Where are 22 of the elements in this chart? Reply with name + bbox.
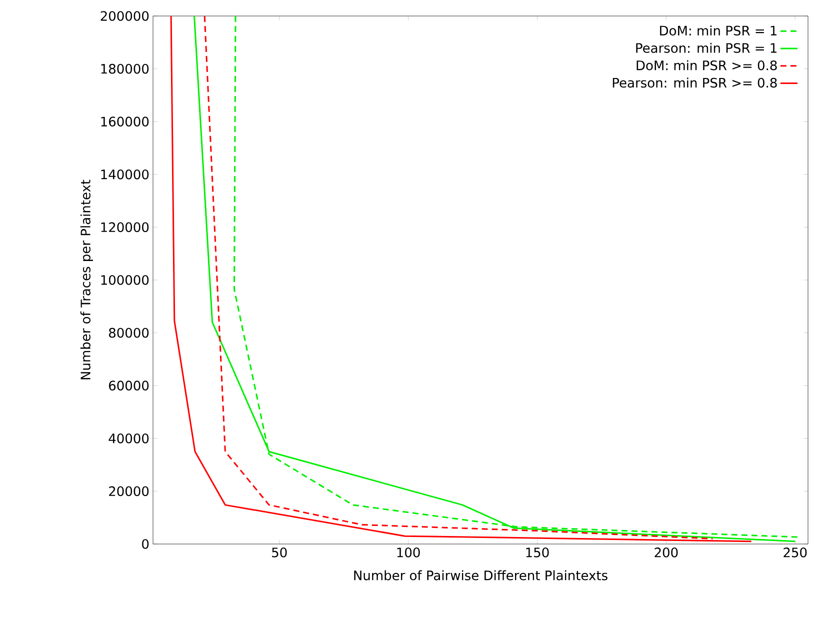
y-tick-label: 120000 [101,222,149,232]
x-tick-label: 200 [654,548,678,558]
x-tick-label: 100 [397,548,420,558]
x-tick-label: 150 [526,548,549,558]
legend-label: Pearson: min PSR = 1 [636,42,776,53]
y-tick-label: 180000 [101,64,149,74]
legend-label: DoM: min PSR >= 0.8 [636,60,777,70]
y-tick-label: 40000 [108,433,149,444]
x-tick-label: 50 [272,548,287,558]
y-tick-label: 140000 [101,169,149,180]
y-tick-label: 160000 [101,116,149,127]
y-tick-label: 20000 [109,486,149,496]
y-axis-title: Number of Traces per Plaintext [80,180,93,380]
x-tick-label: 250 [784,548,807,558]
y-tick-label: 100000 [101,275,149,285]
x-axis-title: Number of Pairwise Different Plaintexts [354,570,608,580]
y-tick-label: 80000 [108,328,149,338]
y-tick-label: 0 [142,539,149,549]
y-tick-label: 60000 [109,380,149,391]
legend-label: DoM: min PSR = 1 [660,25,776,36]
y-tick-label: 200000 [100,11,149,21]
legend-label: Pearson: min PSR >= 0.8 [612,78,777,88]
